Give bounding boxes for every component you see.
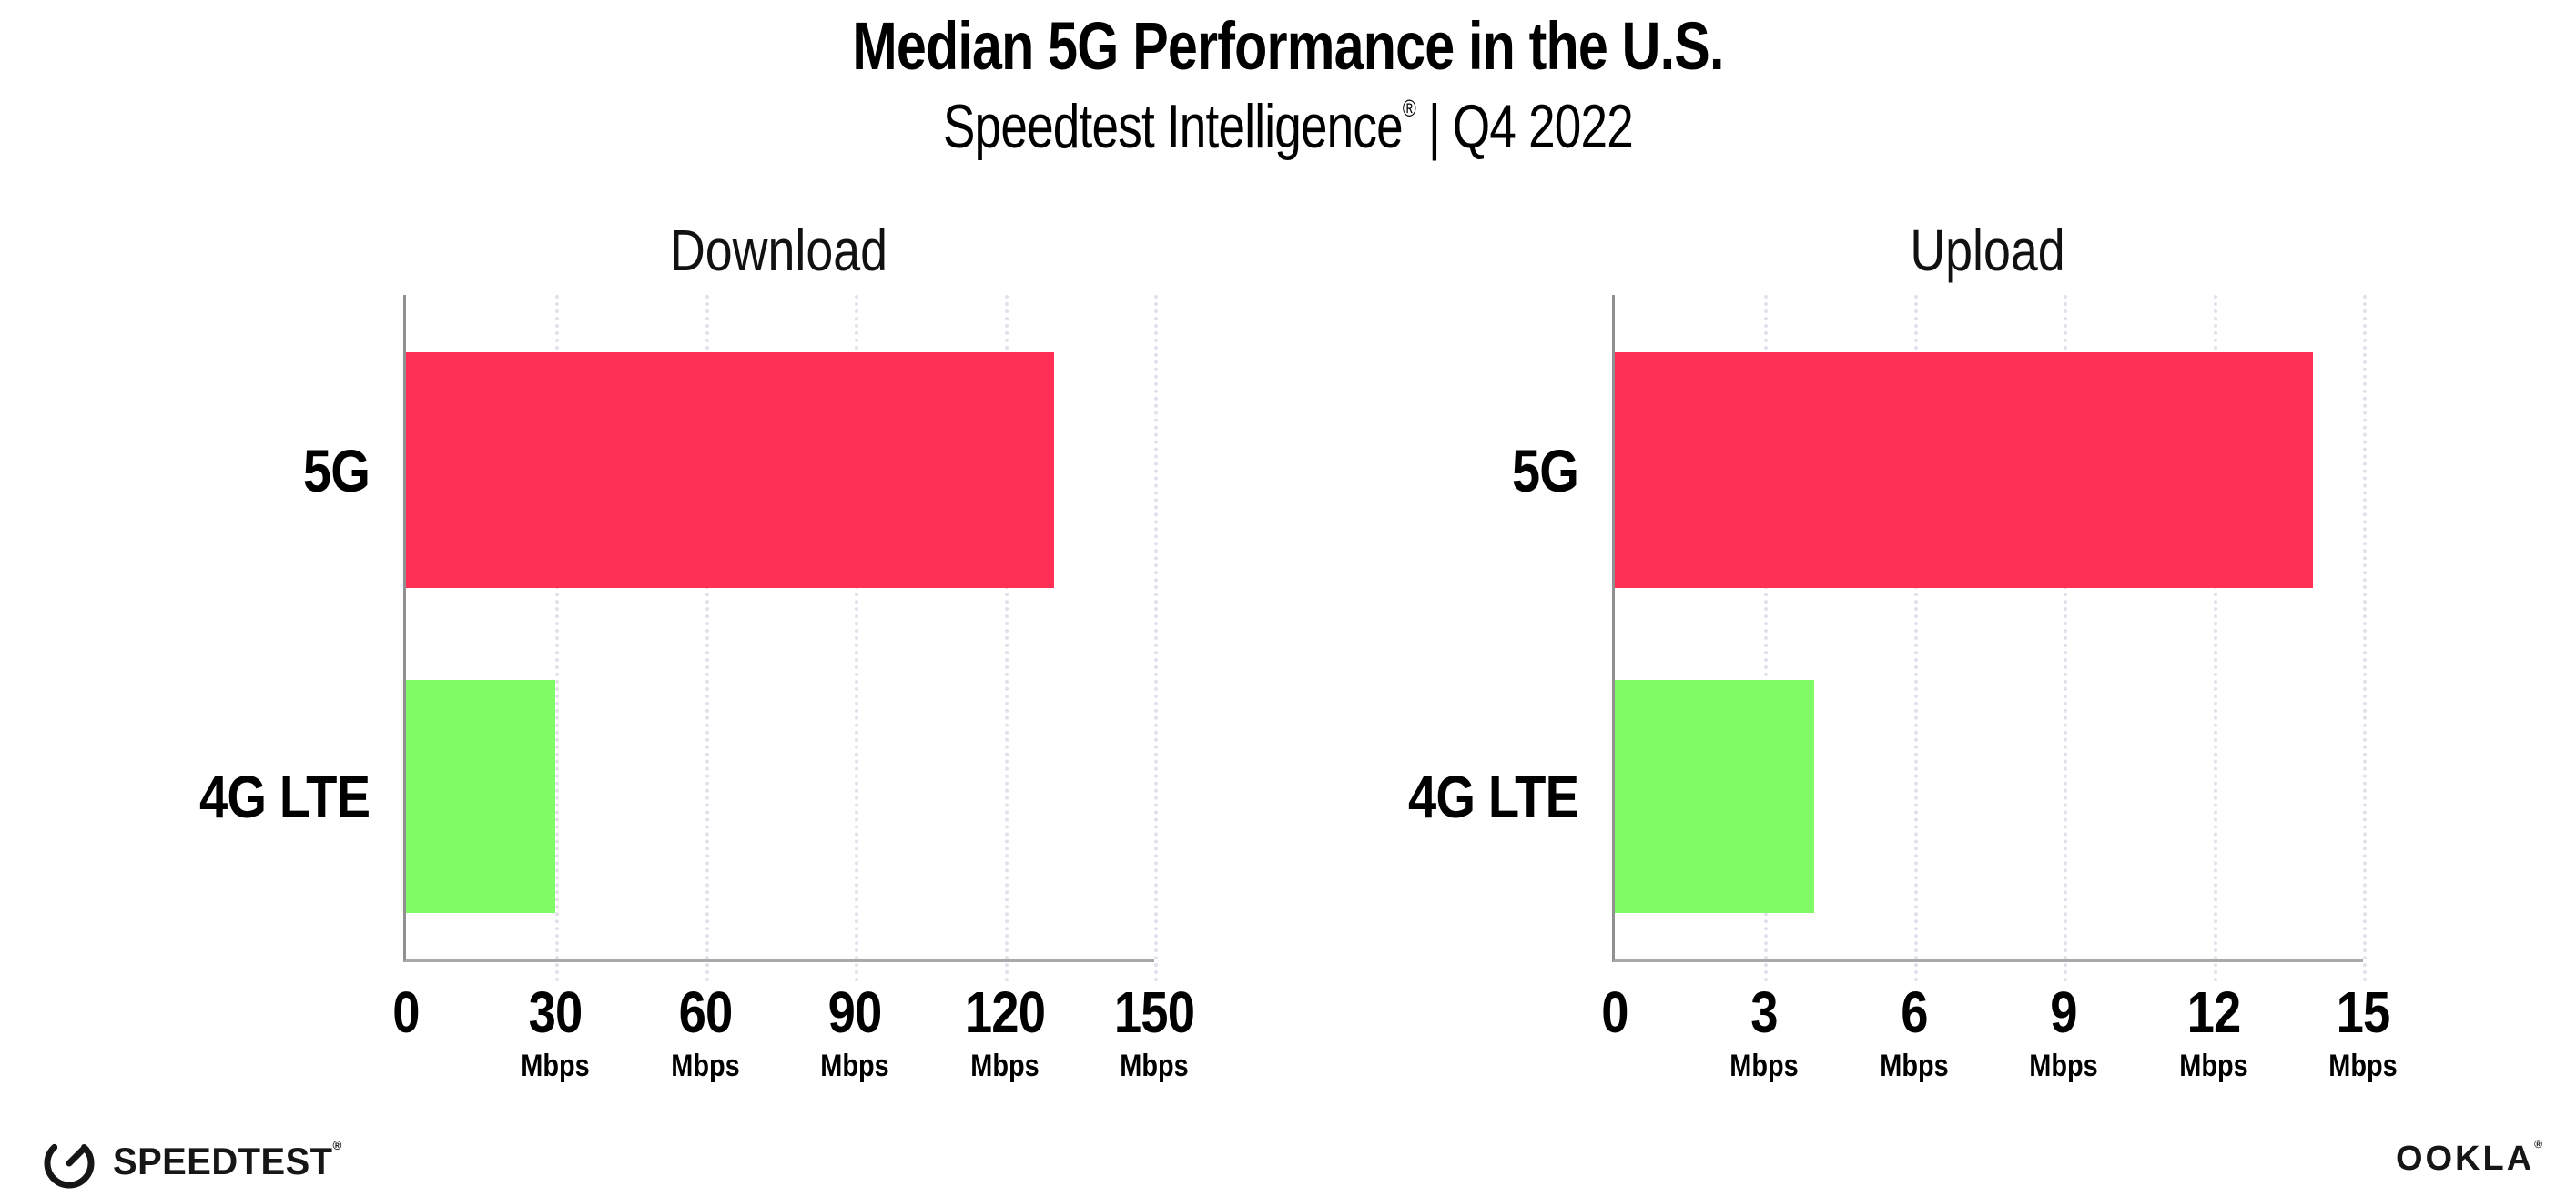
plot-area-download: 0 30 Mbps 60 Mbps 90 Mbps 120 Mbps 150 Mbps 5G 4G LT… <box>199 295 1195 1083</box>
bar-5g-upload <box>1615 352 2314 588</box>
x-tick-30: 30 Mbps <box>522 983 590 1086</box>
subplot-title-upload: Upload <box>1910 218 2065 283</box>
category-label-4g-lte: 4G LTE <box>198 763 370 830</box>
x-tick-number: 60 <box>678 979 733 1045</box>
x-tick-number: 12 <box>2186 979 2241 1045</box>
gridline-3 <box>1764 295 1769 982</box>
x-tick-number: 6 <box>1901 979 1928 1045</box>
x-tick-90: 90 Mbps <box>820 983 888 1086</box>
chart-download: Download 0 30 Mbps 60 Mbps 90 Mbps 120 Mbps 150 Mb… <box>199 217 1195 1083</box>
speedtest-wordmark: SPEEDTEST® <box>113 1138 342 1183</box>
x-tick-number: 150 <box>1113 979 1195 1045</box>
ookla-wordmark: OOKLA® <box>2395 1138 2545 1179</box>
speedtest-wordmark-text: SPEEDTEST <box>113 1140 333 1182</box>
x-tick-12: 12 Mbps <box>2179 983 2247 1086</box>
x-tick-0: 0 <box>392 979 420 1045</box>
gridline-12 <box>2213 295 2217 982</box>
x-tick-number: 120 <box>964 979 1045 1045</box>
category-label-5g: 5G <box>302 437 370 504</box>
x-tick-number: 3 <box>1750 979 1779 1045</box>
registered-mark-icon: ® <box>1402 95 1416 122</box>
x-tick-unit: Mbps <box>2029 1049 2098 1083</box>
gridline-6 <box>1913 295 1918 982</box>
bar-5g-download <box>406 352 1055 588</box>
gridline-90 <box>855 295 859 982</box>
x-tick-unit: Mbps <box>1880 1049 1949 1083</box>
x-tick-unit: Mbps <box>820 1049 889 1083</box>
bar-4g-lte-download <box>406 680 556 913</box>
x-tick-number: 15 <box>2336 979 2391 1045</box>
x-tick-150: 150 Mbps <box>1113 979 1195 1086</box>
x-tick-number: 90 <box>827 979 883 1045</box>
chart-upload: Upload 0 3 Mbps 6 Mbps 9 Mbps 12 Mbps 15 Mbps 5G 4G … <box>1408 217 2398 1083</box>
x-tick-number: 0 <box>1601 979 1628 1045</box>
x-tick-number: 0 <box>392 979 420 1045</box>
x-tick-number: 30 <box>528 979 583 1045</box>
bar-4g-lte-upload <box>1615 680 1815 913</box>
ookla-wordmark-text: OOKLA <box>2395 1140 2535 1178</box>
plot-area-upload: 0 3 Mbps 6 Mbps 9 Mbps 12 Mbps 15 Mbps 5G 4G LTE <box>1408 295 2398 1083</box>
speedtest-registered-icon: ® <box>332 1138 342 1152</box>
x-tick-6: 6 Mbps <box>1880 983 1948 1086</box>
x-tick-60: 60 Mbps <box>671 983 739 1086</box>
page-subtitle: Speedtest Intelligence® | Q4 2022 <box>283 91 2292 162</box>
x-tick-unit: Mbps <box>1729 1049 1800 1083</box>
x-tick-0: 0 <box>1601 983 1628 1041</box>
x-tick-unit: Mbps <box>671 1049 740 1083</box>
subtitle-period: | Q4 2022 <box>1415 92 1634 161</box>
speedtest-logo: SPEEDTEST® <box>40 1132 354 1191</box>
gridline-9 <box>2064 295 2068 982</box>
x-tick-9: 9 Mbps <box>2029 983 2097 1086</box>
x-tick-3: 3 Mbps <box>1730 983 1799 1086</box>
page-title: Median 5G Performance in the U.S. <box>852 8 1724 84</box>
x-tick-unit: Mbps <box>2328 1049 2398 1083</box>
subtitle-brand: Speedtest Intelligence <box>943 92 1404 161</box>
x-tick-unit: Mbps <box>521 1049 591 1083</box>
gridline-150 <box>1154 295 1158 982</box>
category-label-4g-lte: 4G LTE <box>1407 763 1579 830</box>
speedtest-gauge-icon <box>44 1138 95 1189</box>
category-label-5g: 5G <box>1511 437 1579 504</box>
x-tick-120: 120 Mbps <box>964 979 1045 1086</box>
x-tick-number: 9 <box>2050 979 2077 1045</box>
gridline-30 <box>555 295 560 982</box>
x-tick-unit: Mbps <box>2178 1049 2248 1083</box>
gridline-60 <box>705 295 709 982</box>
subplot-title-download: Download <box>669 218 888 283</box>
ookla-registered-icon: ® <box>2534 1138 2545 1151</box>
x-tick-15: 15 Mbps <box>2328 983 2397 1086</box>
x-tick-unit: Mbps <box>1120 1049 1189 1083</box>
gridline-120 <box>1004 295 1009 982</box>
gridline-15 <box>2363 295 2367 982</box>
x-tick-unit: Mbps <box>969 1049 1040 1083</box>
